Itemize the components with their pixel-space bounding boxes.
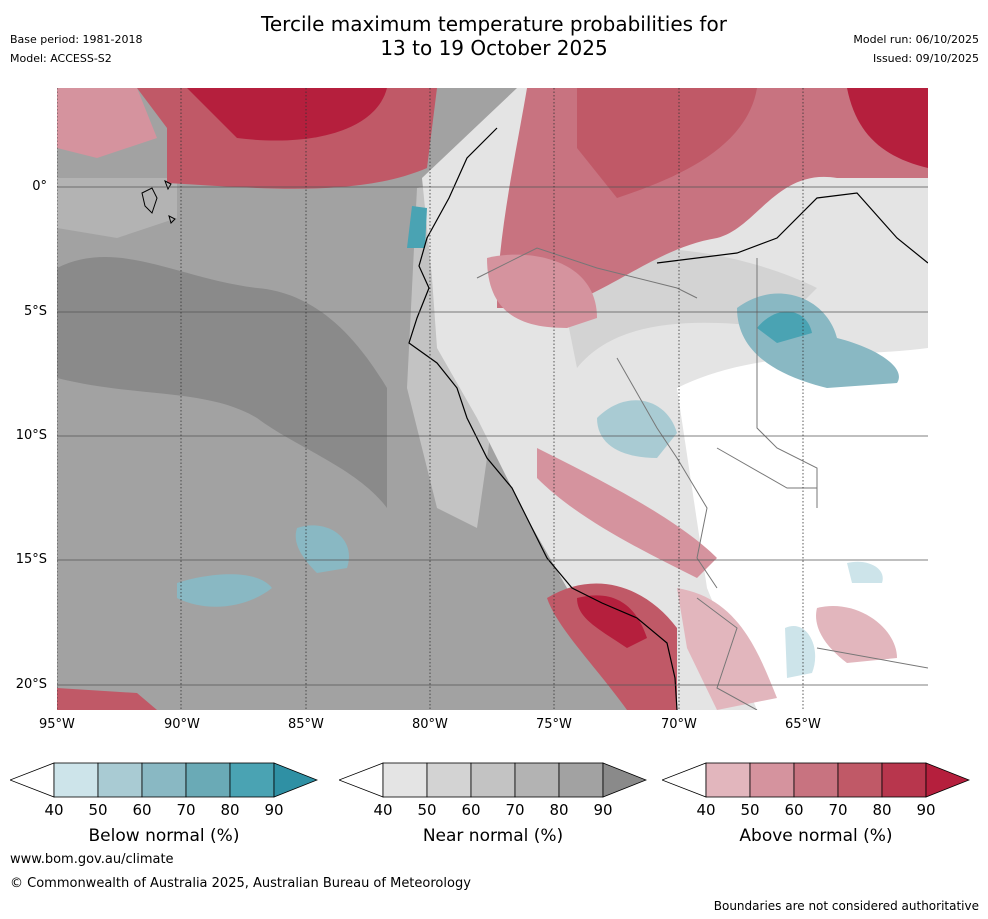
longitude-gridlines [57,88,804,710]
above-normal-peru-band [537,448,717,578]
lon-label-70w: 70°W [661,717,697,732]
lat-label-0: 0° [32,179,47,194]
lon-label-85w: 85°W [288,717,324,732]
probability-map [57,88,928,710]
colorbar-near-tick-70: 70 [505,801,525,819]
coastline [408,127,678,710]
colorbar-near-swatch-0 [339,762,384,798]
amazon-river-line [656,192,928,264]
below-normal-brazil-core [757,311,812,343]
colorbar-near-swatch-3 [470,762,516,798]
below-normal-east-small [847,561,883,583]
colorbar-below-swatch-1 [53,762,99,798]
colorbar-above-swatch-0 [662,762,707,798]
colorbar-near-tick-90: 90 [593,801,613,819]
above-normal-south-coast [547,583,677,710]
country-borders [476,247,928,710]
below-normal-ocean-patch-b [177,574,272,607]
galapagos-islands [141,179,176,224]
above-normal-east-patch [816,606,897,663]
colorbar-below-normal [10,762,318,798]
above-normal-nw-patch [57,88,157,158]
above-normal-south-core [577,595,647,648]
below-normal-gulf-patch [407,206,427,248]
copyright-notice: © Commonwealth of Australia 2025, Austra… [10,876,471,891]
colorbar-near-swatch-1 [382,762,428,798]
colorbar-above-tick-60: 60 [784,801,804,819]
colorbar-below-swatch-4 [185,762,231,798]
colorbar-below-swatch-0 [10,762,55,798]
colorbar-below-tick-60: 60 [132,801,152,819]
lat-label-10s: 10°S [15,428,47,443]
colorbar-above-swatch-5 [881,762,927,798]
colorbar-above-label: Above normal (%) [739,826,893,846]
above-normal-sw-patch [57,688,157,710]
issued-date: Issued: 09/10/2025 [872,52,979,65]
colorbar-above-tick-90: 90 [916,801,936,819]
colorbar-above-swatch-3 [793,762,839,798]
near-normal-land-patch [557,248,817,368]
model-run: Model run: 06/10/2025 [853,33,979,46]
colorbar-below-tick-90: 90 [264,801,284,819]
colorbar-near-tick-80: 80 [549,801,569,819]
colorbar-above-tick-70: 70 [828,801,848,819]
above-normal-peru-north [487,254,597,328]
colorbar-above-normal [662,762,970,798]
lon-label-75w: 75°W [536,717,572,732]
near-normal-patch-a [57,178,177,238]
above-normal-ne-core [847,88,928,168]
colorbar-above-swatch-6 [925,762,970,798]
title-line-1: Tercile maximum temperature probabilitie… [261,12,727,36]
below-normal-bolivia-patch [785,626,816,678]
colorbar-above-swatch-2 [749,762,795,798]
lat-label-5s: 5°S [23,304,47,319]
colorbar-below-swatch-6 [273,762,318,798]
colorbar-near-swatch-5 [558,762,604,798]
colorbar-above-swatch-4 [837,762,883,798]
colorbar-near-tick-40: 40 [373,801,393,819]
colorbar-below-tick-50: 50 [88,801,108,819]
base-period: Base period: 1981-2018 [10,33,143,46]
colorbar-above-swatch-1 [705,762,751,798]
colorbar-near-normal [339,762,647,798]
below-normal-peru-patch [597,400,677,458]
colorbar-near-tick-50: 50 [417,801,437,819]
latitude-gridlines [57,186,928,686]
darker-near-normal-band [57,257,387,508]
colorbar-below-tick-40: 40 [44,801,64,819]
lon-label-95w: 95°W [39,717,75,732]
model-name: Model: ACCESS-S2 [10,52,112,65]
colorbar-above-tick-80: 80 [872,801,892,819]
colorbar-near-swatch-2 [426,762,472,798]
bom-climate-link[interactable]: www.bom.gov.au/climate [10,852,174,867]
above-normal-land-core [577,88,757,198]
colorbar-above-tick-40: 40 [696,801,716,819]
colorbar-near-label: Near normal (%) [422,826,564,846]
colorbar-below-tick-80: 80 [220,801,240,819]
colorbar-above-tick-50: 50 [740,801,760,819]
colorbar-below-swatch-5 [229,762,275,798]
below-normal-ocean-patch-a [295,525,349,573]
boundaries-disclaimer: Boundaries are not considered authoritat… [713,899,979,913]
map-title: Tercile maximum temperature probabilitie… [0,12,988,60]
above-normal-bolivia-patch [677,588,777,710]
lon-label-65w: 65°W [785,717,821,732]
above-normal-core-pacific [187,88,387,141]
lon-label-80w: 80°W [412,717,448,732]
colorbar-below-label: Below normal (%) [88,826,240,846]
lat-label-20s: 20°S [15,677,47,692]
lon-label-90w: 90°W [164,717,200,732]
colorbar-below-tick-70: 70 [176,801,196,819]
lat-label-15s: 15°S [15,552,47,567]
colorbar-near-tick-60: 60 [461,801,481,819]
colorbar-below-swatch-2 [97,762,143,798]
colorbar-below-swatch-3 [141,762,187,798]
colorbar-near-swatch-4 [514,762,560,798]
colorbar-near-swatch-6 [602,762,647,798]
title-line-2: 13 to 19 October 2025 [380,36,608,60]
